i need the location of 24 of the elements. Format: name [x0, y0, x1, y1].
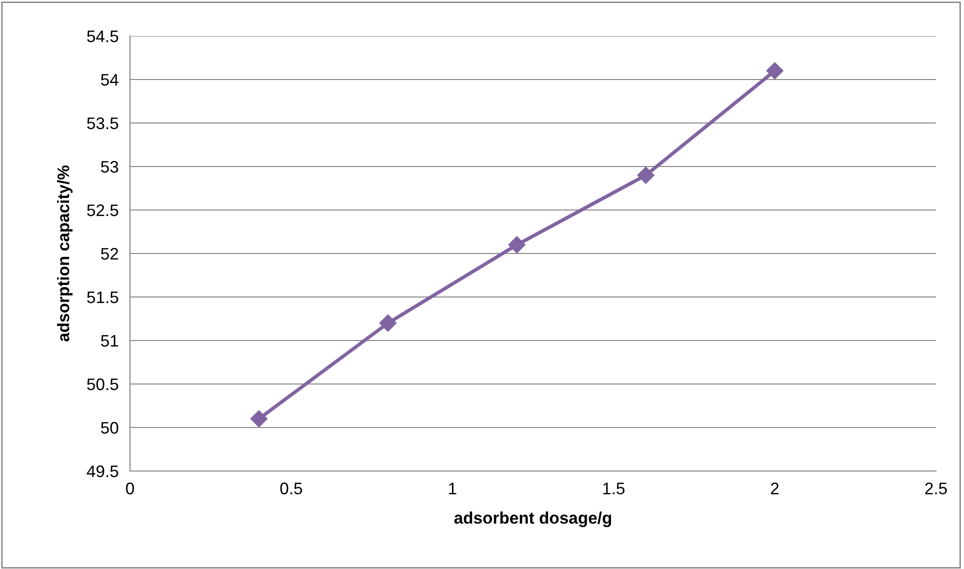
x-tick-label: 1 [449, 482, 456, 494]
x-tick-label: 0.5 [280, 482, 302, 494]
x-tick-label: 1.5 [603, 482, 624, 494]
y-tick-label: 51 [101, 335, 118, 347]
y-tick-label: 50 [101, 422, 118, 434]
x-tick-label: 2.5 [925, 482, 947, 494]
point [379, 314, 396, 332]
y-tick-label: 54 [101, 74, 118, 86]
point [766, 62, 784, 80]
y-tick-label: 50.5 [87, 378, 118, 390]
point [250, 410, 268, 428]
x-tick-label: 0 [126, 482, 134, 494]
y-tick-label: 51.5 [87, 292, 118, 304]
y-axis-title: adsorption capacity/% [57, 165, 73, 342]
y-tick-label: 54.5 [87, 30, 118, 42]
y-tick-label: 53 [101, 160, 118, 173]
point [508, 236, 526, 254]
y-tick-label: 53.5 [87, 117, 118, 130]
y-tick-label: 52 [101, 248, 118, 260]
x-axis-title: adsorbent dosage/g [454, 512, 612, 528]
y-tick-label: 52.5 [87, 204, 118, 216]
y-tick-label: 49.5 [86, 465, 118, 478]
point [637, 166, 654, 184]
x-tick-label: 2 [771, 482, 779, 494]
